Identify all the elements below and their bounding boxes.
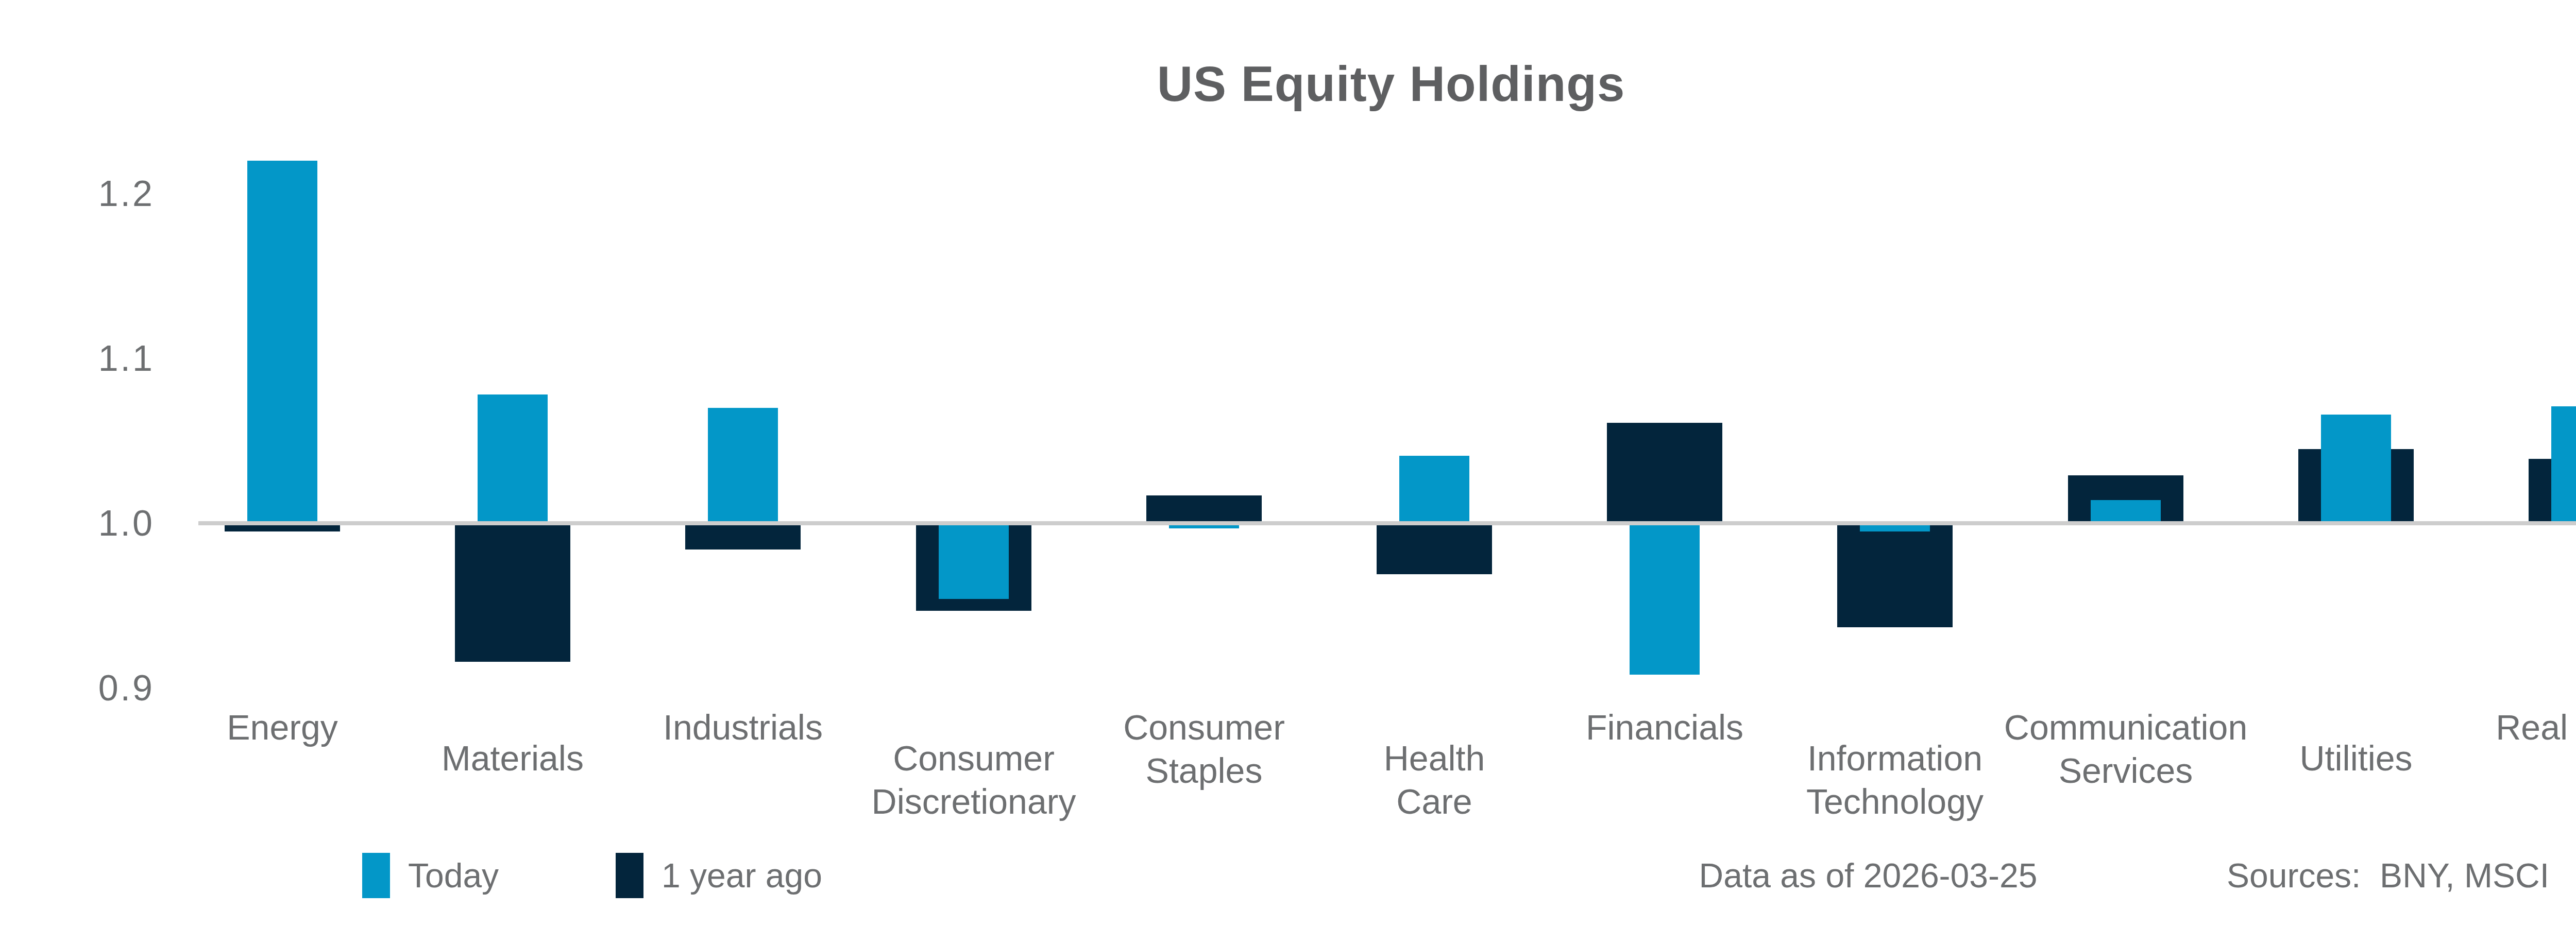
bar-1-year-ago-information-technology — [1837, 523, 1953, 627]
bar-1-year-ago-materials — [455, 523, 570, 662]
data-as-of-note: Data as of 2026-03-25 — [1611, 853, 2126, 898]
bar-today-utilities — [2321, 415, 2391, 523]
bar-today-communication-services — [2091, 500, 2161, 523]
bar-today-financials — [1630, 523, 1700, 675]
bar-today-consumer-discretionary — [939, 523, 1009, 599]
bar-today-materials — [478, 394, 548, 523]
us-equity-holdings-chart: US Equity Holdings 1.21.11.00.9 EnergyMa… — [0, 0, 2576, 927]
legend-label-today: Today — [408, 853, 499, 898]
bar-1-year-ago-industrials — [685, 523, 801, 550]
bar-1-year-ago-health-care — [1377, 523, 1492, 574]
bar-today-health-care — [1399, 456, 1469, 523]
bar-today-energy — [247, 161, 317, 523]
legend-swatch-today — [362, 853, 390, 898]
bar-today-real-estate — [2551, 406, 2576, 523]
bar-1-year-ago-consumer-staples — [1146, 495, 1262, 523]
y-tick-label-1-1: 1.1 — [0, 340, 155, 376]
legend-label-1-year-ago: 1 year ago — [662, 853, 822, 898]
sources-note: Sources: BNY, MSCI — [2130, 853, 2576, 898]
chart-title: US Equity Holdings — [0, 56, 2576, 112]
x-label-real-estate: Real Estate — [2427, 706, 2576, 749]
bar-today-industrials — [708, 408, 778, 523]
legend-swatch-1-year-ago — [616, 853, 643, 898]
x-label-health-care: HealthCare — [1275, 736, 1594, 823]
y-tick-label-1-0: 1.0 — [0, 505, 155, 541]
y-tick-label-0-9: 0.9 — [0, 670, 155, 706]
y-tick-label-1-2: 1.2 — [0, 176, 155, 212]
bar-1-year-ago-financials — [1607, 423, 1722, 523]
baseline-1-0 — [198, 521, 2576, 525]
